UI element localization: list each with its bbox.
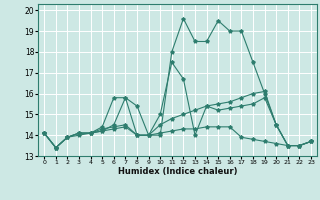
X-axis label: Humidex (Indice chaleur): Humidex (Indice chaleur) — [118, 167, 237, 176]
